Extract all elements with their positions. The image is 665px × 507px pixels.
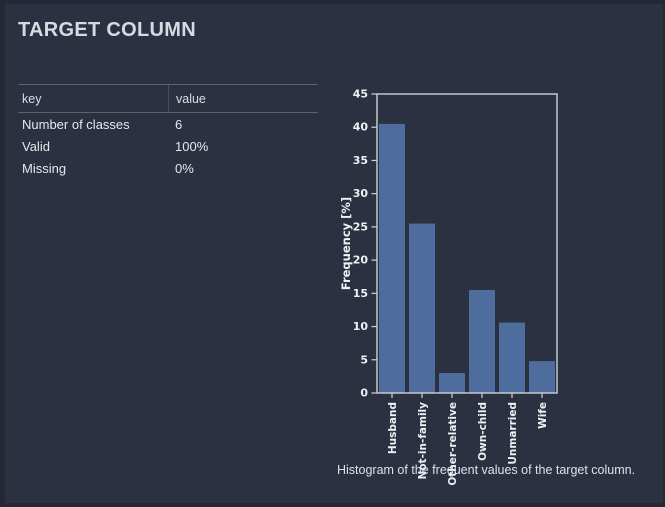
- key-cell: Missing: [22, 160, 67, 176]
- histogram-bar: [409, 223, 435, 393]
- y-tick-label: 15: [353, 287, 368, 300]
- target-histogram-svg: 0 5 10 15 20 25 30 35 40 45 Husband Not-in-family Ot…: [339, 88, 558, 485]
- value-cell: 0%: [175, 160, 194, 176]
- value-cell: 6: [175, 116, 183, 132]
- y-tick-label: 40: [353, 121, 369, 134]
- page-title: TARGET COLUMN: [18, 19, 196, 41]
- key-cell: Number of classes: [22, 116, 130, 132]
- x-tick-label: Own-child: [477, 402, 489, 461]
- x-tick-label: Unmarried: [507, 402, 519, 465]
- y-axis-label: Frequency [%]: [339, 197, 353, 290]
- histogram-bar: [379, 123, 405, 394]
- key-cell: Valid: [22, 138, 50, 154]
- y-tick-label: 0: [360, 387, 368, 400]
- column-header-key: key: [22, 91, 42, 106]
- column-header-value: value: [168, 85, 318, 112]
- y-tick-label: 10: [353, 320, 369, 333]
- table-row: Number of classes 6: [18, 113, 318, 135]
- table-row: Missing 0%: [18, 157, 318, 179]
- plot-border: [376, 93, 558, 394]
- x-tick-label: Wife: [537, 402, 549, 429]
- table-header-row: key value: [18, 85, 318, 113]
- report-panel: [5, 4, 663, 503]
- histogram-bar: [499, 322, 525, 393]
- histogram-bar: [529, 361, 555, 393]
- table-row: Valid 100%: [18, 135, 318, 157]
- y-tick-label: 35: [353, 154, 368, 167]
- x-tick-label: Husband: [387, 402, 399, 454]
- y-tick-label: 25: [353, 220, 368, 233]
- y-tick-label: 30: [353, 187, 369, 200]
- summary-table: key value Number of classes 6 Valid 100%…: [18, 84, 318, 179]
- histogram-bar: [469, 290, 495, 393]
- x-tick-label: Not-in-family: [417, 402, 429, 480]
- value-cell: 100%: [175, 138, 209, 154]
- chart-caption: Histogram of the frequent values of the …: [337, 463, 636, 477]
- y-tick-label: 45: [353, 88, 368, 101]
- x-tick-label: Other-relative: [447, 402, 459, 485]
- histogram-bar: [439, 373, 465, 393]
- y-tick-label: 20: [353, 254, 369, 267]
- y-tick-label: 5: [360, 353, 368, 366]
